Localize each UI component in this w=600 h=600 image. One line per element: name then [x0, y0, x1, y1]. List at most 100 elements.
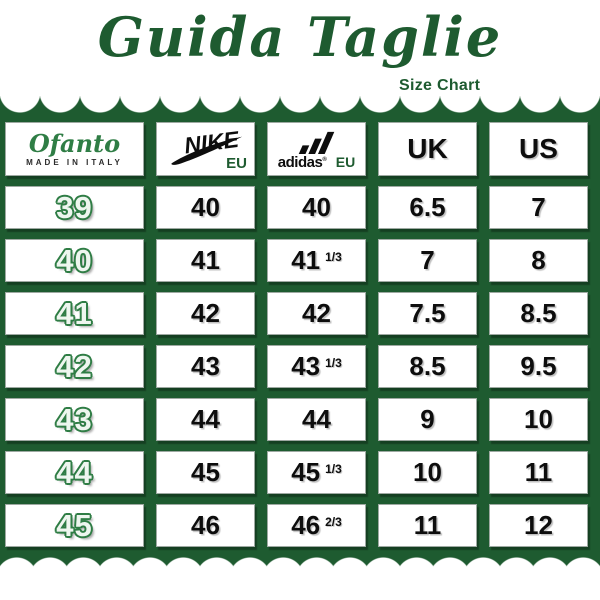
- ofanto-size-cell: 45: [5, 504, 144, 547]
- nike-size-cell: 45: [156, 451, 255, 494]
- ofanto-size-value: 43: [56, 401, 93, 437]
- ofanto-size-cell: 44: [5, 451, 144, 494]
- uk-size-value: 7: [420, 245, 435, 275]
- title-area: Guida Taglie Size Chart: [0, 0, 600, 96]
- nike-header-cell: NIKE EU: [156, 122, 255, 176]
- ofanto-size-value: 39: [56, 189, 93, 225]
- us-size-cell: 8: [489, 239, 588, 282]
- table-row: 43 44 44 9 10: [5, 398, 588, 441]
- us-size-cell: 11: [489, 451, 588, 494]
- table-row: 39 40 40 6.5 7: [5, 186, 588, 229]
- adidas-size-cell: 40: [267, 186, 366, 229]
- ofanto-header-cell: Ofanto MADE IN ITALY: [5, 122, 144, 176]
- adidas-size-value: 40: [302, 192, 331, 222]
- us-header-cell: US: [489, 122, 588, 176]
- nike-size-value: 45: [191, 457, 220, 487]
- nike-size-value: 44: [191, 404, 220, 434]
- nike-size-value: 41: [191, 245, 220, 275]
- adidas-eu-label: EU: [335, 153, 356, 170]
- adidas-size-cell: 44: [267, 398, 366, 441]
- uk-column-header: UK: [407, 133, 448, 164]
- ofanto-size-value: 40: [56, 242, 93, 278]
- uk-size-cell: 8.5: [378, 345, 477, 388]
- adidas-size-cell: 45 1/3: [267, 451, 366, 494]
- table-row: 40 41 41 1/3 7 8: [5, 239, 588, 282]
- adidas-three-stripes-icon: [298, 131, 334, 154]
- ofanto-size-cell: 41: [5, 292, 144, 335]
- ofanto-size-value: 44: [56, 454, 93, 490]
- ofanto-size-value: 45: [56, 507, 93, 543]
- uk-size-cell: 7: [378, 239, 477, 282]
- uk-size-value: 6.5: [409, 192, 446, 222]
- us-size-value: 10: [524, 404, 553, 434]
- table-row: 42 43 43 1/3 8.5 9.5: [5, 345, 588, 388]
- uk-size-cell: 11: [378, 504, 477, 547]
- ofanto-size-value: 41: [56, 295, 93, 331]
- adidas-size-fraction: 1/3: [325, 461, 342, 476]
- nike-size-value: 40: [191, 192, 220, 222]
- adidas-size-cell: 42: [267, 292, 366, 335]
- uk-size-value: 10: [413, 457, 442, 487]
- nike-size-cell: 43: [156, 345, 255, 388]
- page-subtitle: Size Chart: [399, 77, 481, 94]
- ofanto-size-cell: 42: [5, 345, 144, 388]
- adidas-size-cell: 43 1/3: [267, 345, 366, 388]
- uk-size-value: 7.5: [409, 298, 446, 328]
- ofanto-size-cell: 43: [5, 398, 144, 441]
- adidas-size-fraction: 1/3: [325, 249, 342, 264]
- adidas-size-cell: 46 2/3: [267, 504, 366, 547]
- table-header-row: Ofanto MADE IN ITALY NIKE EU adidas ®: [5, 122, 588, 176]
- us-size-value: 8.5: [520, 298, 557, 328]
- us-column-header: US: [519, 133, 558, 164]
- nike-size-value: 46: [191, 510, 220, 540]
- adidas-size-fraction: 1/3: [325, 355, 342, 370]
- table-row: 44 45 45 1/3 10 11: [5, 451, 588, 494]
- page-title: Guida Taglie: [97, 5, 503, 69]
- us-size-cell: 10: [489, 398, 588, 441]
- nike-size-value: 42: [191, 298, 220, 328]
- table-row: 41 42 42 7.5 8.5: [5, 292, 588, 335]
- table-row: 45 46 46 2/3 11 12: [5, 504, 588, 547]
- us-size-value: 12: [524, 510, 553, 540]
- nike-size-cell: 44: [156, 398, 255, 441]
- uk-size-value: 11: [413, 510, 442, 540]
- size-table: Ofanto MADE IN ITALY NIKE EU adidas ®: [0, 96, 600, 575]
- nike-size-cell: 42: [156, 292, 255, 335]
- ofanto-tagline: MADE IN ITALY: [26, 157, 123, 167]
- uk-size-cell: 10: [378, 451, 477, 494]
- uk-size-value: 9: [420, 404, 435, 434]
- ofanto-size-cell: 39: [5, 186, 144, 229]
- nike-size-cell: 46: [156, 504, 255, 547]
- nike-swoosh-icon: NIKE: [170, 127, 242, 165]
- registered-mark-icon: ®: [322, 156, 327, 163]
- ofanto-size-value: 42: [56, 348, 93, 384]
- us-size-cell: 9.5: [489, 345, 588, 388]
- uk-size-value: 8.5: [409, 351, 446, 381]
- us-size-value: 7: [531, 192, 546, 222]
- adidas-size-value: 43: [291, 351, 321, 381]
- uk-size-cell: 9: [378, 398, 477, 441]
- nike-size-cell: 40: [156, 186, 255, 229]
- us-size-cell: 12: [489, 504, 588, 547]
- ofanto-size-cell: 40: [5, 239, 144, 282]
- us-size-value: 11: [524, 457, 553, 487]
- uk-header-cell: UK: [378, 122, 477, 176]
- adidas-size-value: 46: [291, 510, 321, 540]
- adidas-size-value: 42: [302, 298, 331, 328]
- uk-size-cell: 6.5: [378, 186, 477, 229]
- us-size-value: 8: [531, 245, 546, 275]
- nike-eu-label: EU: [226, 155, 247, 172]
- adidas-size-fraction: 2/3: [325, 514, 342, 529]
- nike-size-value: 43: [191, 351, 220, 381]
- nike-size-cell: 41: [156, 239, 255, 282]
- ofanto-logo: Ofanto: [28, 128, 121, 158]
- adidas-wordmark: adidas: [277, 153, 323, 171]
- adidas-size-cell: 41 1/3: [267, 239, 366, 282]
- adidas-size-value: 41: [291, 245, 321, 275]
- us-size-cell: 8.5: [489, 292, 588, 335]
- us-size-cell: 7: [489, 186, 588, 229]
- adidas-size-value: 45: [291, 457, 321, 487]
- adidas-header-cell: adidas ® EU: [267, 122, 366, 176]
- adidas-size-value: 44: [302, 404, 331, 434]
